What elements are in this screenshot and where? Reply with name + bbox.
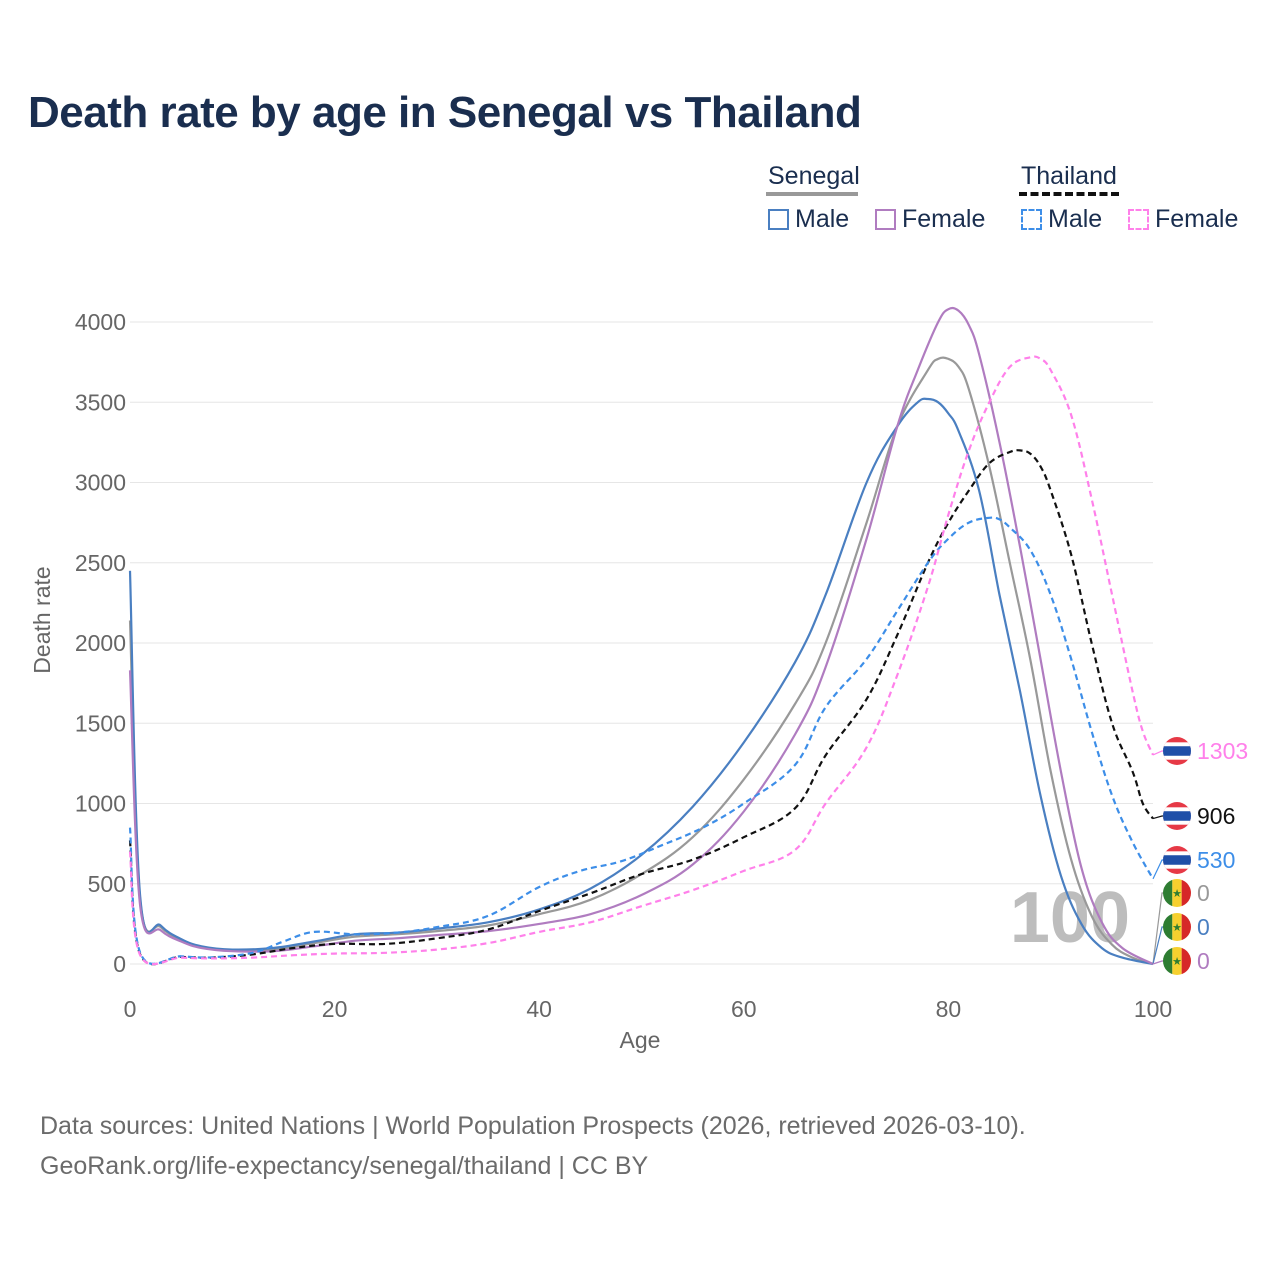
- senegal-flag-icon: ★: [1163, 947, 1191, 975]
- end-labels: 1303 906 530 ★ 0 ★ 0 ★ 0: [1163, 737, 1248, 975]
- legend-thailand-line: [1019, 192, 1119, 196]
- svg-text:★: ★: [1172, 921, 1182, 934]
- y-tick-label: 500: [88, 871, 126, 897]
- y-tick-label: 4000: [75, 309, 126, 335]
- series-line-thailand-total[interactable]: [128, 449, 1154, 966]
- legend-thailand-female-swatch: [1128, 208, 1149, 230]
- legend-senegal-male[interactable]: Male: [768, 204, 849, 234]
- x-tick-label: 0: [124, 996, 137, 1022]
- x-tick-label: 100: [1134, 996, 1172, 1022]
- legend-thailand-female[interactable]: Female: [1128, 204, 1238, 234]
- current-age-watermark: 100: [1010, 878, 1130, 958]
- x-tick-label: 20: [322, 996, 348, 1022]
- y-tick-label: 3500: [75, 389, 126, 415]
- end-label-value: 530: [1197, 847, 1235, 873]
- senegal-flag-icon: ★: [1163, 913, 1191, 941]
- y-tick-label: 1000: [75, 791, 126, 817]
- footer-link[interactable]: GeoRank.org/life-expectancy/senegal/thai…: [40, 1152, 649, 1180]
- end-label-value: 0: [1197, 914, 1210, 940]
- footer: Data sources: United Nations | World Pop…: [40, 1106, 1026, 1186]
- legend-senegal-female[interactable]: Female: [875, 204, 985, 234]
- end-label-value: 1303: [1197, 738, 1248, 764]
- series-line-senegal-male[interactable]: [128, 397, 1154, 966]
- chart-title: Death rate by age in Senegal vs Thailand: [28, 88, 862, 137]
- y-tick-label: 2000: [75, 630, 126, 656]
- y-tick-label: 0: [113, 951, 126, 977]
- end-label-value: 906: [1197, 803, 1235, 829]
- series-line-thailand-male[interactable]: [128, 516, 1154, 965]
- thailand-flag-icon: [1163, 846, 1191, 874]
- legend-thailand-heading[interactable]: Thailand: [1021, 162, 1117, 190]
- svg-text:★: ★: [1172, 955, 1182, 968]
- grid-lines: [130, 321, 1153, 965]
- legend-senegal-male-swatch: [768, 208, 789, 230]
- y-tick-labels: 0 500 1000 1500 2000 2500 3000 3500 4000: [75, 309, 126, 977]
- thailand-flag-icon: [1163, 802, 1191, 830]
- series-lines: [128, 306, 1155, 966]
- y-tick-label: 3000: [75, 470, 126, 496]
- end-label-value: 0: [1197, 880, 1210, 906]
- legend-thailand-male-swatch: [1021, 208, 1042, 230]
- legend-senegal-heading[interactable]: Senegal: [768, 162, 860, 190]
- y-tick-label: 1500: [75, 710, 126, 736]
- legend-senegal-line: [766, 192, 858, 196]
- x-tick-labels: 0 20 40 60 80 100: [124, 996, 1173, 1022]
- legend-senegal-male-label: Male: [795, 204, 850, 233]
- legend-senegal-female-label: Female: [902, 204, 986, 233]
- legend-senegal-female-swatch: [875, 208, 896, 230]
- legend-thailand-male-label: Male: [1048, 204, 1103, 233]
- senegal-flag-icon: ★: [1163, 879, 1191, 907]
- y-axis-label: Death rate: [29, 566, 55, 673]
- x-tick-label: 40: [526, 996, 552, 1022]
- x-tick-label: 60: [731, 996, 757, 1022]
- series-line-thailand-female[interactable]: [128, 355, 1155, 966]
- legend: Senegal Male Female Thailand Male Female: [0, 160, 1280, 240]
- x-axis-label: Age: [620, 1027, 661, 1053]
- y-tick-label: 2500: [75, 550, 126, 576]
- legend-thailand-male[interactable]: Male: [1021, 204, 1102, 234]
- legend-thailand-female-label: Female: [1155, 204, 1239, 233]
- footer-sources: Data sources: United Nations | World Pop…: [40, 1112, 1026, 1140]
- x-tick-label: 80: [936, 996, 962, 1022]
- thailand-flag-icon: [1163, 737, 1191, 765]
- end-label-value: 0: [1197, 948, 1210, 974]
- svg-text:★: ★: [1172, 887, 1182, 900]
- series-line-senegal-female[interactable]: [128, 306, 1154, 965]
